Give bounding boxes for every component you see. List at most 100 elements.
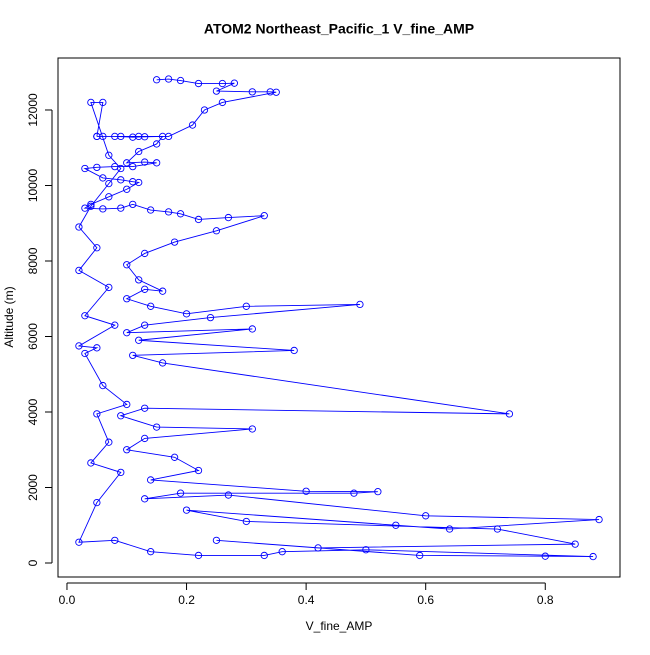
data-point bbox=[212, 227, 221, 235]
x-tick-label: 0.6 bbox=[417, 593, 434, 607]
data-point bbox=[158, 287, 167, 295]
data-point bbox=[571, 540, 579, 548]
data-point bbox=[248, 425, 256, 433]
data-point bbox=[176, 76, 185, 85]
y-tick-label: 8000 bbox=[26, 247, 40, 274]
data-point bbox=[141, 495, 149, 503]
data-point bbox=[242, 517, 250, 526]
data-point bbox=[392, 521, 400, 529]
data-point bbox=[93, 344, 101, 352]
y-tick-label: 12000 bbox=[26, 93, 40, 127]
data-point bbox=[314, 544, 322, 552]
data-point bbox=[81, 164, 89, 173]
data-point bbox=[123, 446, 131, 454]
x-axis-label: V_fine_AMP bbox=[306, 619, 373, 633]
y-tick-label: 10000 bbox=[26, 168, 40, 202]
y-tick-label: 6000 bbox=[26, 323, 40, 350]
data-point bbox=[493, 525, 502, 533]
data-point bbox=[141, 434, 149, 443]
y-tick-label: 0 bbox=[26, 559, 40, 566]
data-point bbox=[123, 261, 131, 269]
data-point bbox=[75, 266, 83, 275]
data-point bbox=[105, 151, 113, 159]
data-point bbox=[93, 163, 101, 172]
data-point bbox=[117, 468, 125, 477]
data-point bbox=[182, 506, 191, 514]
data-point bbox=[224, 491, 233, 499]
data-point bbox=[123, 400, 131, 409]
data-point bbox=[129, 200, 137, 209]
data-point bbox=[117, 412, 125, 420]
data-point bbox=[141, 249, 149, 258]
data-point bbox=[362, 546, 370, 554]
data-point bbox=[152, 76, 161, 84]
data-point bbox=[170, 453, 179, 461]
data-point bbox=[99, 98, 107, 107]
data-point bbox=[212, 87, 221, 95]
data-point bbox=[129, 162, 137, 171]
data-point bbox=[147, 548, 155, 556]
data-point bbox=[141, 158, 149, 166]
x-tick-label: 0.2 bbox=[178, 593, 195, 607]
data-point bbox=[111, 132, 119, 141]
data-point bbox=[81, 312, 89, 320]
data-point bbox=[105, 283, 113, 292]
data-point bbox=[242, 302, 250, 310]
data-point bbox=[123, 185, 131, 193]
data-point bbox=[99, 381, 107, 390]
data-point bbox=[230, 79, 239, 87]
data-point bbox=[260, 551, 268, 560]
data-point bbox=[99, 174, 107, 182]
data-point bbox=[141, 133, 149, 141]
data-point bbox=[422, 512, 430, 520]
data-point bbox=[147, 302, 155, 310]
y-axis-label: Altitude (m) bbox=[2, 286, 16, 347]
data-point bbox=[182, 310, 191, 318]
data-point bbox=[356, 300, 364, 309]
data-point bbox=[170, 238, 179, 246]
x-tick-label: 0.4 bbox=[298, 593, 315, 607]
data-point bbox=[87, 202, 95, 210]
data-point bbox=[290, 346, 298, 355]
data-point bbox=[87, 459, 95, 467]
data-point bbox=[99, 205, 107, 213]
data-point bbox=[272, 88, 280, 96]
data-point bbox=[176, 489, 185, 497]
data-point bbox=[200, 106, 209, 114]
data-point bbox=[117, 204, 125, 212]
data-point bbox=[152, 159, 161, 167]
data-point bbox=[141, 404, 149, 412]
data-point bbox=[194, 466, 203, 475]
data-point bbox=[111, 536, 119, 544]
data-point bbox=[302, 487, 310, 495]
data-point bbox=[374, 487, 382, 496]
data-point bbox=[81, 349, 89, 358]
data-point bbox=[75, 342, 83, 350]
data-point bbox=[224, 213, 233, 222]
data-point bbox=[123, 295, 131, 303]
data-point bbox=[248, 325, 256, 333]
data-point bbox=[105, 193, 113, 201]
data-point bbox=[541, 552, 549, 560]
data-point bbox=[135, 147, 143, 156]
data-point bbox=[105, 438, 113, 446]
data-point bbox=[123, 159, 131, 167]
data-point bbox=[158, 359, 167, 367]
data-point bbox=[135, 178, 143, 187]
data-point bbox=[87, 200, 95, 209]
data-point bbox=[93, 410, 101, 418]
data-point bbox=[93, 498, 101, 507]
data-point bbox=[595, 515, 603, 524]
data-point bbox=[87, 98, 95, 107]
data-point bbox=[117, 164, 125, 173]
plot-box bbox=[57, 57, 621, 578]
y-tick-label: 4000 bbox=[26, 398, 40, 425]
data-point bbox=[176, 210, 185, 218]
data-point bbox=[152, 423, 161, 431]
data-point bbox=[135, 336, 143, 344]
data-point bbox=[194, 215, 203, 224]
data-point bbox=[141, 321, 149, 329]
data-point bbox=[93, 244, 101, 252]
